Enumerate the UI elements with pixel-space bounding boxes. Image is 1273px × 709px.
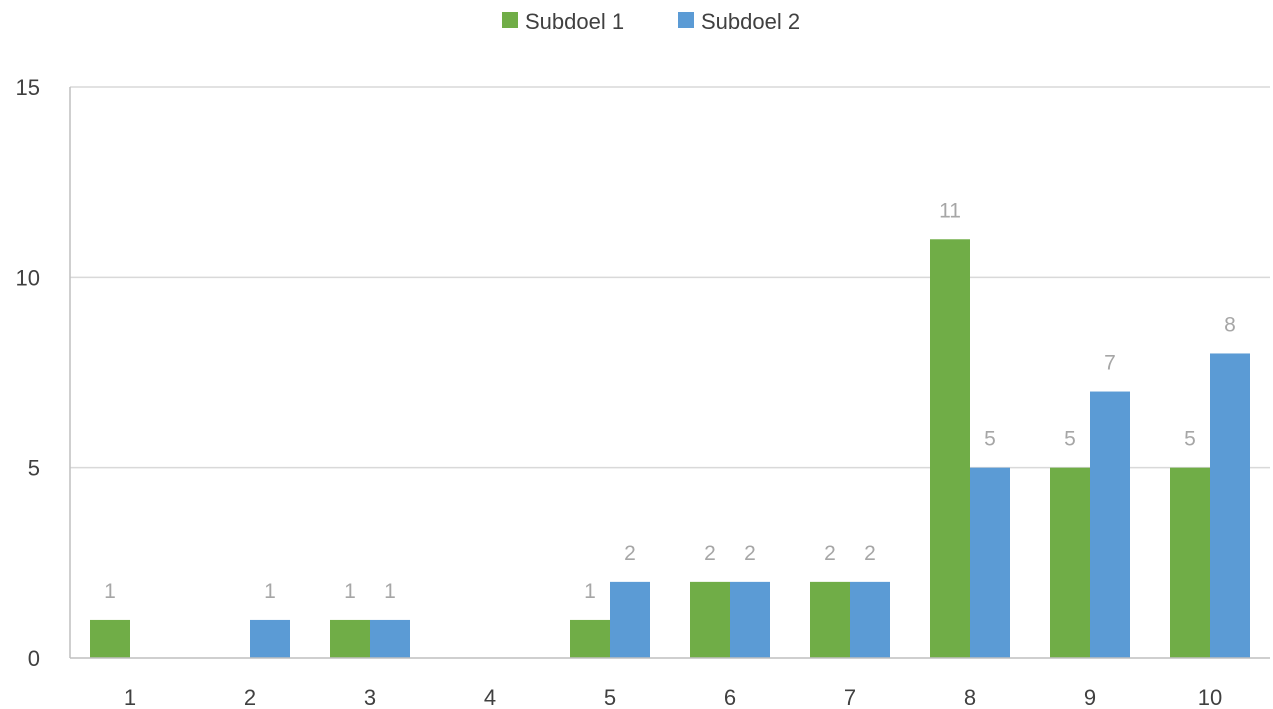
bar-series-2-cat-8 bbox=[970, 467, 1010, 658]
data-label-series-2-cat-10: 8 bbox=[1224, 313, 1236, 336]
data-label-series-1-cat-3: 1 bbox=[344, 580, 356, 603]
data-label-series-2-cat-2: 1 bbox=[264, 580, 276, 603]
data-label-series-1-cat-10: 5 bbox=[1184, 428, 1196, 451]
data-label-series-2-cat-3: 1 bbox=[384, 580, 396, 603]
x-tick-label: 7 bbox=[844, 685, 856, 709]
bar-series-1-cat-3 bbox=[330, 619, 370, 658]
bar-series-1-cat-1 bbox=[90, 619, 130, 658]
x-tick-label: 2 bbox=[244, 685, 256, 709]
bar-series-2-cat-9 bbox=[1090, 391, 1130, 658]
x-tick-label: 3 bbox=[364, 685, 376, 709]
data-label-series-1-cat-5: 1 bbox=[584, 580, 596, 603]
bar-series-1-cat-8 bbox=[930, 239, 970, 658]
bar-series-2-cat-6 bbox=[730, 581, 770, 658]
y-tick-label: 15 bbox=[16, 75, 40, 100]
data-label-series-2-cat-9: 7 bbox=[1104, 352, 1116, 375]
y-tick-label: 0 bbox=[28, 646, 40, 671]
data-label-series-2-cat-5: 2 bbox=[624, 542, 636, 565]
y-tick-label: 10 bbox=[16, 265, 40, 290]
data-label-series-1-cat-9: 5 bbox=[1064, 428, 1076, 451]
x-tick-label: 9 bbox=[1084, 685, 1096, 709]
bar-series-2-cat-7 bbox=[850, 581, 890, 658]
x-tick-label: 8 bbox=[964, 685, 976, 709]
data-label-series-2-cat-7: 2 bbox=[864, 542, 876, 565]
bar-series-2-cat-2 bbox=[250, 619, 290, 658]
bar-series-1-cat-7 bbox=[810, 581, 850, 658]
bar-series-1-cat-6 bbox=[690, 581, 730, 658]
chart-legend: Subdoel 1 Subdoel 2 bbox=[502, 9, 800, 34]
data-label-series-2-cat-8: 5 bbox=[984, 428, 996, 451]
y-axis: 0 5 10 15 bbox=[16, 75, 71, 671]
bar-series-2-cat-3 bbox=[370, 619, 410, 658]
bar-series-2-cat-5 bbox=[610, 581, 650, 658]
data-label-series-1-cat-7: 2 bbox=[824, 542, 836, 565]
legend-swatch-subdoel-1 bbox=[502, 12, 518, 28]
bars bbox=[90, 239, 1250, 658]
y-tick-label: 5 bbox=[28, 456, 40, 481]
data-label-series-1-cat-6: 2 bbox=[704, 542, 716, 565]
bar-series-2-cat-10 bbox=[1210, 353, 1250, 658]
x-axis: 1 2 3 4 5 6 7 8 9 10 bbox=[70, 657, 1270, 709]
x-tick-label: 10 bbox=[1198, 685, 1222, 709]
data-label-series-2-cat-6: 2 bbox=[744, 542, 756, 565]
legend-swatch-subdoel-2 bbox=[678, 12, 694, 28]
data-label-series-1-cat-1: 1 bbox=[104, 580, 116, 603]
legend-label-subdoel-2: Subdoel 2 bbox=[701, 9, 800, 34]
legend-label-subdoel-1: Subdoel 1 bbox=[525, 9, 624, 34]
x-tick-label: 4 bbox=[484, 685, 496, 709]
bar-series-1-cat-5 bbox=[570, 619, 610, 658]
x-tick-label: 6 bbox=[724, 685, 736, 709]
x-tick-label: 1 bbox=[124, 685, 136, 709]
bar-series-1-cat-9 bbox=[1050, 467, 1090, 658]
x-tick-label: 5 bbox=[604, 685, 616, 709]
bar-series-1-cat-10 bbox=[1170, 467, 1210, 658]
data-label-series-1-cat-8: 11 bbox=[939, 199, 961, 222]
